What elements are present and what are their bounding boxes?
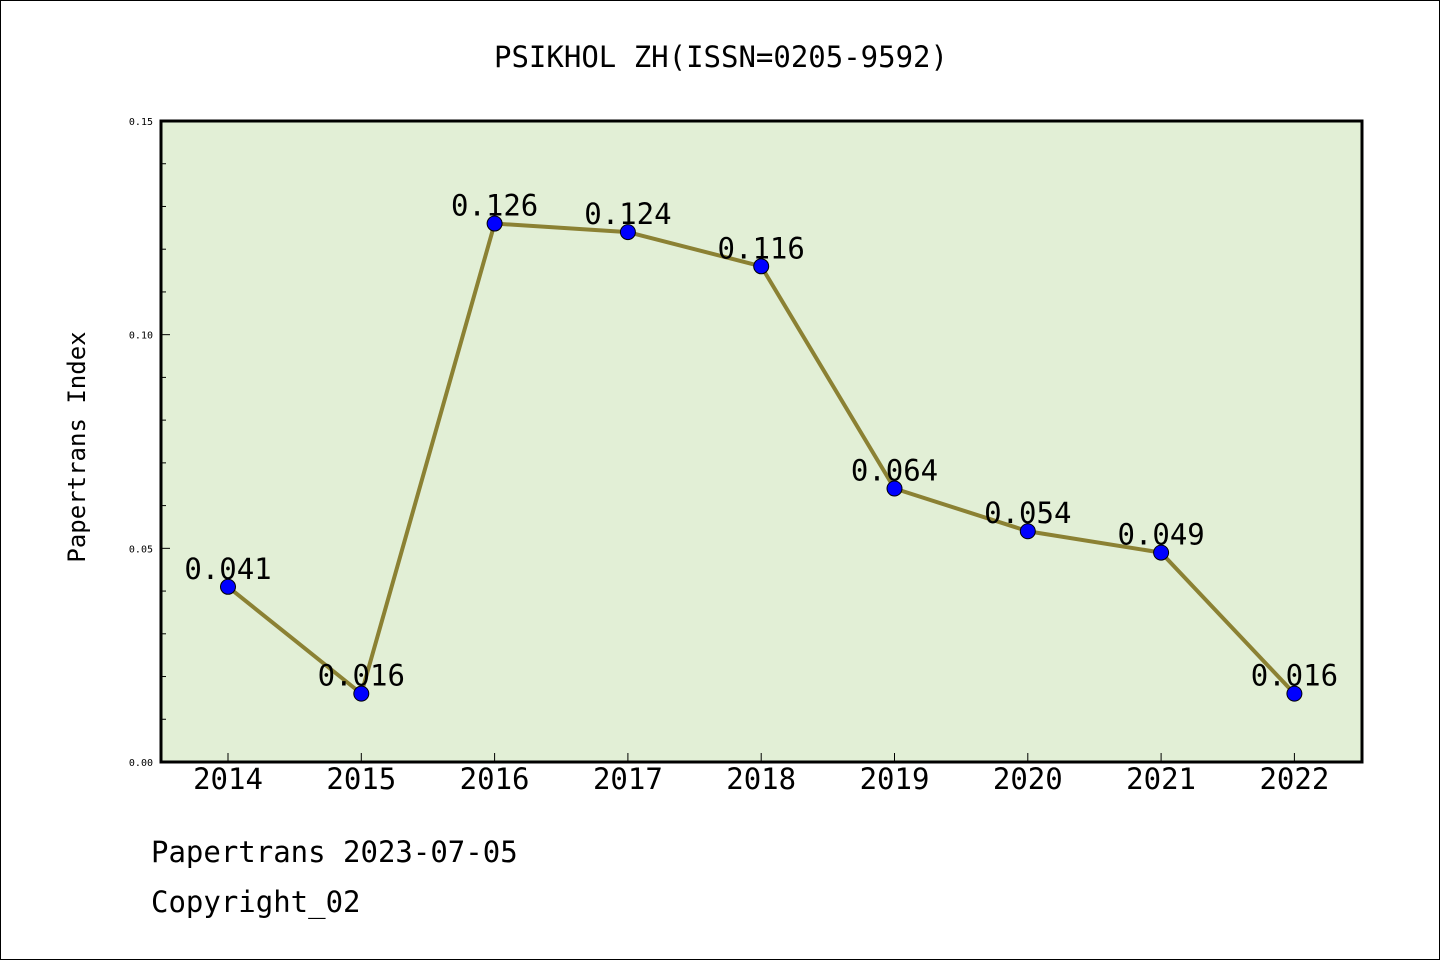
data-label: 0.054	[984, 496, 1071, 530]
y-tick-label: 0.15	[129, 117, 153, 128]
data-labels: 0.041 0.016 0.126 0.124 0.116 0.064 0.054 0.049…	[184, 189, 1338, 693]
y-tick-label: 0.10	[129, 331, 153, 342]
y-axis: 0.00 0.05 0.10 0.15	[129, 117, 170, 769]
x-axis: 2014 2015 2016 2017 2018 2019 2020 2021 2022	[193, 753, 1329, 796]
data-point	[753, 258, 770, 275]
x-tick-label: 2020	[993, 762, 1063, 796]
data-label: 0.041	[184, 552, 271, 586]
data-label: 0.016	[1251, 659, 1338, 693]
x-tick-label: 2018	[726, 762, 796, 796]
y-axis-label: Papertrans Index	[63, 331, 91, 562]
x-tick-label: 2014	[193, 762, 263, 796]
y-tick-label: 0.00	[129, 758, 153, 769]
footer-date-text: Papertrans 2023-07-05	[151, 835, 518, 869]
footer-copyright-text: Copyright_02	[151, 885, 361, 919]
data-point	[1286, 685, 1303, 702]
data-point	[486, 215, 503, 232]
data-point	[220, 578, 236, 595]
x-tick-label: 2017	[593, 762, 663, 796]
x-tick-label: 2022	[1259, 762, 1329, 796]
data-point	[1153, 544, 1170, 561]
data-point	[886, 480, 903, 497]
data-point	[619, 224, 636, 241]
data-label: 0.016	[318, 659, 405, 693]
data-point	[1019, 523, 1036, 540]
data-label: 0.064	[851, 454, 938, 488]
chart-title: PSIKHOL ZH(ISSN=0205-9592)	[494, 40, 948, 74]
data-label: 0.126	[451, 189, 538, 223]
x-tick-label: 2021	[1126, 762, 1196, 796]
data-label: 0.124	[584, 197, 671, 231]
x-tick-label: 2015	[326, 762, 396, 796]
plot-area	[159, 119, 1364, 764]
x-tick-label: 2019	[860, 762, 930, 796]
series-papertrans-index	[220, 215, 1303, 702]
data-label: 0.116	[718, 231, 805, 265]
data-label: 0.049	[1117, 518, 1204, 552]
x-tick-label: 2016	[460, 762, 530, 796]
data-point	[353, 685, 370, 702]
y-tick-label: 0.05	[129, 544, 153, 555]
